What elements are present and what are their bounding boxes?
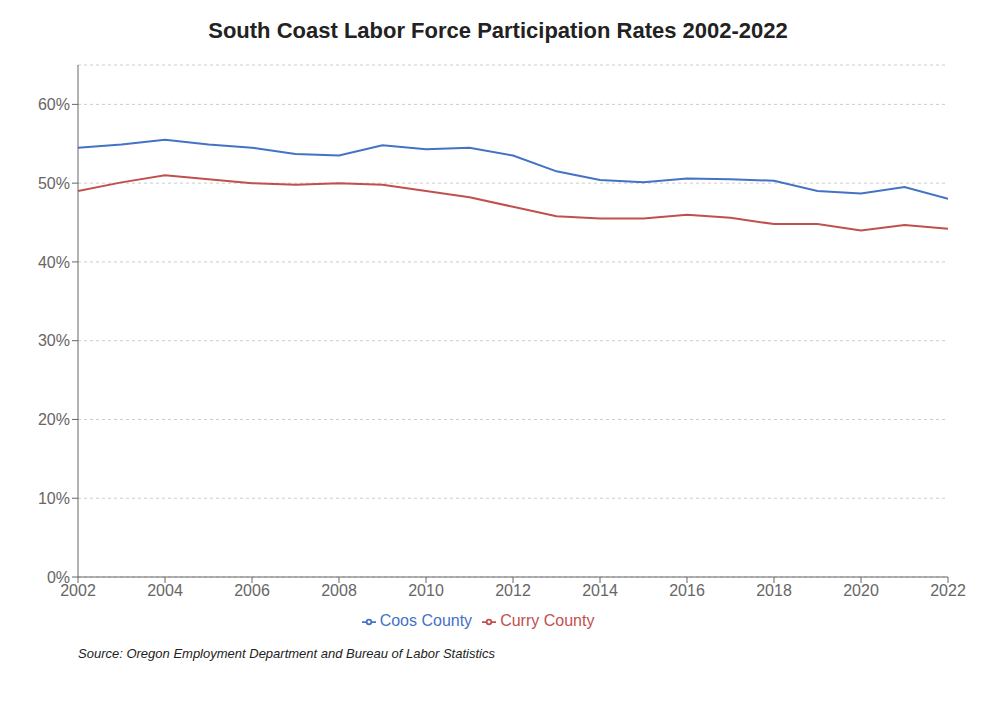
- svg-text:10%: 10%: [38, 490, 70, 507]
- svg-text:2014: 2014: [582, 582, 618, 599]
- svg-text:40%: 40%: [38, 254, 70, 271]
- svg-text:2008: 2008: [321, 582, 357, 599]
- svg-text:2018: 2018: [756, 582, 792, 599]
- svg-text:2010: 2010: [408, 582, 444, 599]
- svg-text:2004: 2004: [147, 582, 183, 599]
- svg-text:20%: 20%: [38, 411, 70, 428]
- html-text:Coos County: Coos County: [379, 612, 473, 629]
- svg-text:2020: 2020: [843, 582, 879, 599]
- svg-text:2022: 2022: [930, 582, 966, 599]
- svg-text:30%: 30%: [38, 332, 70, 349]
- html-text:Source: Oregon Employment Depa: Source: Oregon Employment Department and…: [78, 646, 495, 661]
- svg-text:60%: 60%: [38, 96, 70, 113]
- svg-text:0%: 0%: [47, 569, 70, 586]
- svg-text:50%: 50%: [38, 175, 70, 192]
- svg-text:2006: 2006: [234, 582, 270, 599]
- svg-text:2012: 2012: [495, 582, 531, 599]
- html-text:Curry County: Curry County: [500, 612, 595, 629]
- svg-text:2016: 2016: [669, 582, 705, 599]
- html-text:South Coast Labor Force Partic: South Coast Labor Force Participation Ra…: [208, 18, 788, 43]
- svg-text:2002: 2002: [60, 582, 96, 600]
